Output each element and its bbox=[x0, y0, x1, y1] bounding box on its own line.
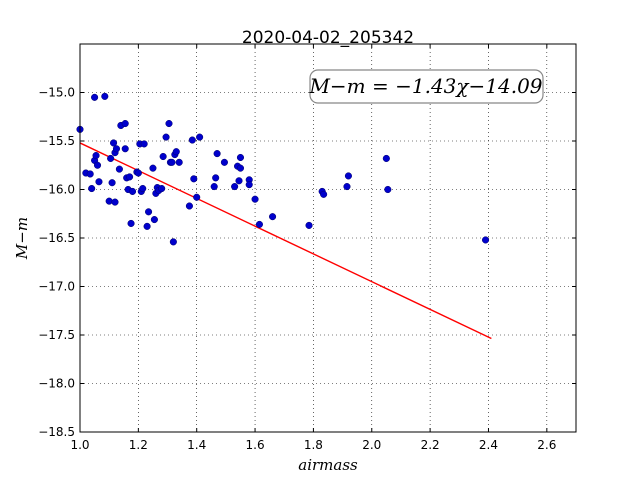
data-point bbox=[384, 185, 392, 194]
data-point bbox=[105, 197, 113, 205]
data-point bbox=[382, 154, 390, 163]
data-point bbox=[193, 193, 201, 201]
data-point bbox=[162, 133, 170, 141]
chart-title: 2020-04-02_205342 bbox=[242, 28, 414, 48]
data-point bbox=[320, 190, 328, 198]
x-tick-labels: 1.0 1.2 1.4 1.6 1.8 2.0 2.2 2.4 2.6 bbox=[70, 438, 556, 452]
data-point bbox=[91, 93, 99, 101]
data-point bbox=[86, 170, 94, 178]
data-point bbox=[165, 119, 173, 128]
data-point bbox=[128, 187, 137, 195]
fit-line bbox=[79, 142, 492, 340]
data-point bbox=[344, 172, 352, 180]
data-point bbox=[150, 216, 158, 224]
x-axis-label: airmass bbox=[298, 456, 358, 474]
data-point bbox=[110, 139, 118, 147]
equation-box bbox=[309, 69, 544, 104]
x-tick-label: 2.2 bbox=[421, 438, 440, 452]
x-tick-label: 1.2 bbox=[129, 438, 148, 452]
data-point bbox=[343, 183, 351, 191]
axis-ticks bbox=[79, 44, 576, 433]
data-point bbox=[112, 145, 121, 153]
data-point bbox=[220, 158, 228, 166]
data-point bbox=[168, 158, 176, 166]
data-point bbox=[255, 220, 263, 228]
y-tick-label: −18.0 bbox=[38, 377, 75, 391]
data-point bbox=[185, 202, 193, 210]
data-point bbox=[107, 154, 115, 163]
x-tick-label: 1.4 bbox=[187, 438, 206, 452]
x-tick-label: 2.4 bbox=[479, 438, 498, 452]
data-point bbox=[115, 165, 123, 173]
data-point bbox=[159, 152, 167, 161]
equation-annotation: M−m = −1.43χ−14.09 bbox=[308, 74, 542, 98]
x-tick-label: 1.8 bbox=[304, 438, 323, 452]
data-point bbox=[169, 238, 177, 246]
x-tick-label: 2.0 bbox=[362, 438, 381, 452]
data-point bbox=[482, 236, 490, 244]
y-tick-label: −16.0 bbox=[38, 183, 75, 197]
data-point bbox=[190, 175, 198, 183]
y-tick-label: −18.5 bbox=[38, 425, 75, 439]
y-tick-label: −15.0 bbox=[38, 86, 75, 100]
y-axis-label: M−m bbox=[13, 217, 31, 260]
data-point bbox=[93, 161, 102, 169]
data-point bbox=[149, 164, 157, 172]
data-point bbox=[213, 150, 221, 158]
data-point bbox=[305, 221, 313, 229]
data-point bbox=[139, 184, 147, 193]
data-point bbox=[127, 219, 135, 227]
data-point bbox=[101, 92, 109, 100]
data-point bbox=[172, 148, 180, 156]
data-point bbox=[134, 169, 142, 177]
data-point bbox=[231, 183, 239, 191]
y-tick-label: −15.5 bbox=[38, 134, 75, 148]
data-point bbox=[145, 208, 153, 216]
data-point bbox=[88, 184, 96, 193]
data-point bbox=[210, 183, 218, 191]
y-tick-label: −17.0 bbox=[38, 280, 75, 294]
x-tick-label: 2.6 bbox=[537, 438, 556, 452]
data-point bbox=[140, 140, 148, 148]
data-point bbox=[196, 133, 204, 141]
y-tick-labels: −15.0 −15.5 −16.0 −16.5 −17.0 −17.5 −18.0 −18.5 bbox=[38, 86, 75, 440]
data-point bbox=[121, 145, 129, 153]
data-point bbox=[236, 153, 245, 162]
data-point bbox=[95, 178, 103, 186]
data-point bbox=[212, 174, 220, 182]
data-point bbox=[158, 184, 166, 193]
data-point bbox=[236, 164, 245, 172]
data-point bbox=[269, 213, 277, 221]
data-point bbox=[126, 173, 134, 181]
x-tick-label: 1.6 bbox=[246, 438, 265, 452]
x-tick-label: 1.0 bbox=[70, 438, 89, 452]
y-tick-label: −16.5 bbox=[38, 231, 75, 245]
data-point bbox=[235, 177, 243, 185]
data-point bbox=[245, 181, 253, 189]
data-points bbox=[76, 92, 490, 246]
data-point bbox=[92, 152, 100, 160]
data-point bbox=[111, 198, 119, 206]
data-point bbox=[251, 195, 259, 203]
data-point bbox=[143, 222, 151, 230]
data-point bbox=[121, 119, 129, 128]
data-point bbox=[188, 136, 196, 144]
y-tick-label: −17.5 bbox=[38, 328, 75, 342]
data-point bbox=[175, 158, 183, 166]
data-point bbox=[108, 179, 116, 187]
